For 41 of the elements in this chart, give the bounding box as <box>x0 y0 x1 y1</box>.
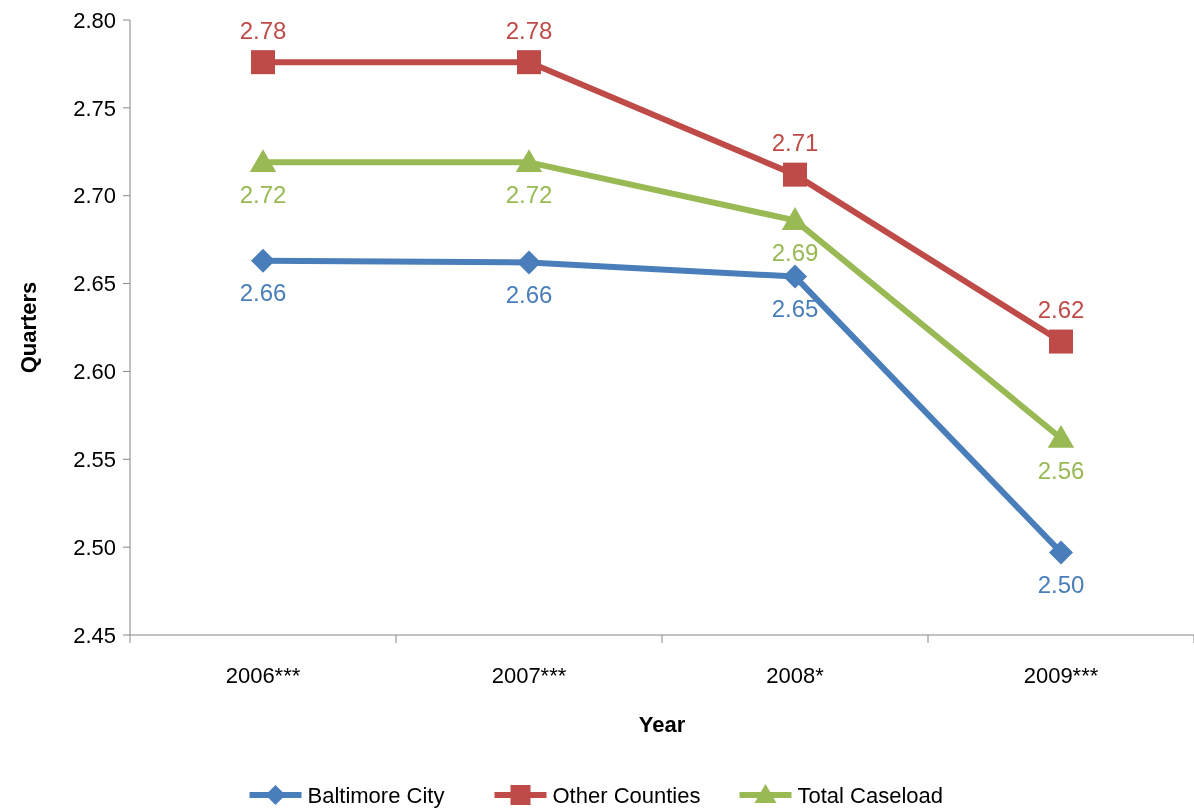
point <box>1049 540 1073 565</box>
data-label: 2.69 <box>771 238 819 266</box>
x-axis-title: Year <box>638 711 686 737</box>
data-label: 2.56 <box>1037 456 1085 484</box>
text: 2.70 <box>73 183 116 209</box>
x-tick-label: 2008* <box>766 662 825 688</box>
data-label: 2.71 <box>771 129 819 157</box>
x-tick-label: 2006*** <box>225 662 301 688</box>
point <box>781 207 809 230</box>
legend-label: Baltimore City <box>307 782 445 808</box>
point <box>783 264 807 289</box>
point <box>517 250 541 275</box>
text: 2.50 <box>73 534 116 560</box>
legend-label: Other Counties <box>552 782 701 808</box>
data-label: 2.66 <box>239 279 287 307</box>
text: 2.65 <box>73 271 116 297</box>
point <box>251 248 275 273</box>
data-label: 2.78 <box>239 16 287 44</box>
data-label: 2.65 <box>771 294 819 322</box>
text: 2.55 <box>73 446 116 472</box>
point <box>1047 425 1075 448</box>
text: 2.75 <box>73 95 116 121</box>
text: 2.60 <box>73 359 116 385</box>
point <box>783 162 807 187</box>
data-label: 2.66 <box>505 280 553 308</box>
point <box>515 149 543 172</box>
legend-label: Total Caseload <box>797 782 944 808</box>
point <box>249 149 277 172</box>
data-label: 2.50 <box>1037 570 1085 598</box>
data-label: 2.62 <box>1037 295 1085 323</box>
point <box>251 50 275 75</box>
text: 2.80 <box>73 7 116 33</box>
data-label: 2.78 <box>505 16 553 44</box>
point <box>1049 329 1073 354</box>
text: 2.45 <box>73 622 116 648</box>
x-tick-label: 2009*** <box>1023 662 1099 688</box>
y-axis-title: Quarters <box>15 281 41 374</box>
data-label: 2.72 <box>239 180 287 208</box>
point <box>517 50 541 75</box>
data-label: 2.72 <box>505 180 553 208</box>
x-tick-label: 2007*** <box>491 662 567 688</box>
